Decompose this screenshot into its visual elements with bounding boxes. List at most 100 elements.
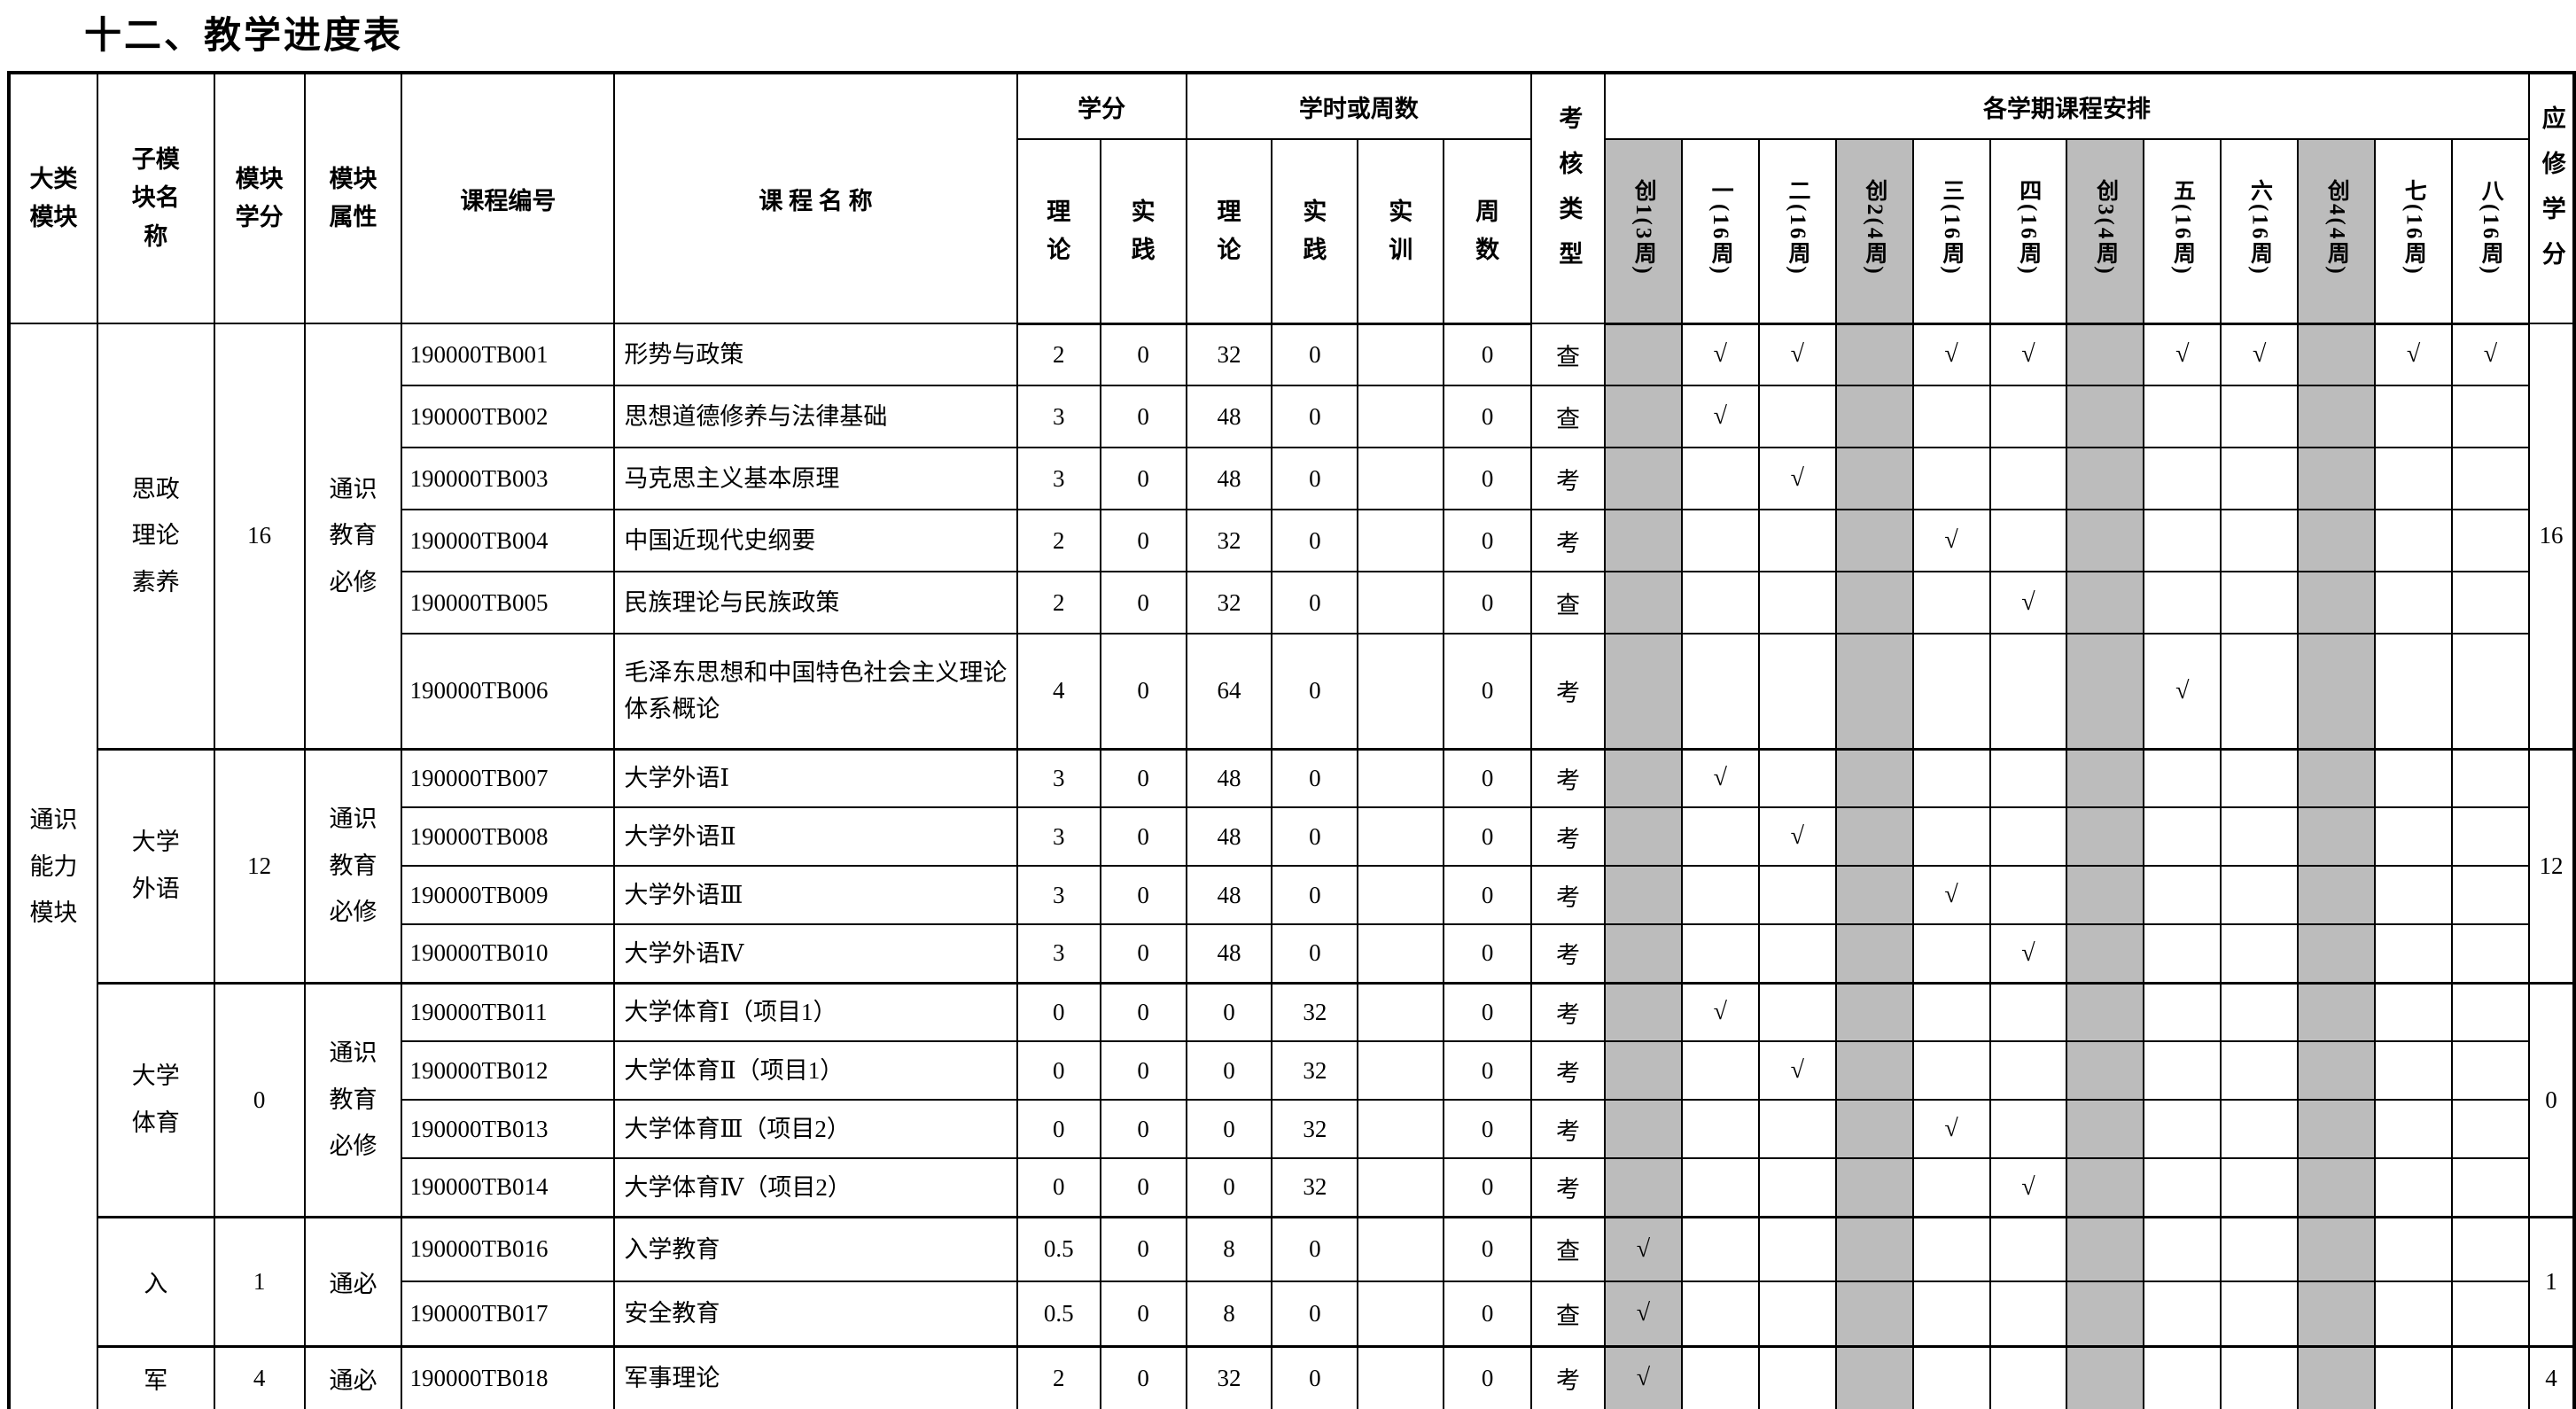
col-header-course-name: 课 程 名 称: [613, 72, 1018, 324]
semester-label: 创4(4周): [2324, 179, 2349, 277]
check-cell: [1834, 633, 1914, 750]
page-title: 十二、教学进度表: [84, 14, 404, 56]
course-id-cell: 190000TB003: [401, 447, 616, 510]
weeks-cell: 0: [1443, 865, 1533, 925]
check-cell: [2143, 1099, 2222, 1159]
course-name-cell: 马克思主义基本原理: [613, 447, 1018, 510]
check-cell: [2143, 447, 2222, 510]
table-row: 190000TB017 安全教育 0.5 0 8 0 0 查 √: [9, 1281, 2574, 1347]
check-cell: [2450, 1281, 2530, 1347]
check-cell: √: [1757, 323, 1837, 386]
weeks-cell: 0: [1443, 571, 1533, 634]
hour-practice-cell: 0: [1271, 923, 1359, 984]
check-cell: [2374, 633, 2453, 750]
check-cell: √: [1988, 1157, 2068, 1218]
table-row: 军 4 通必 190000TB018 军事理论 2 0 32 0 0 考 √: [9, 1344, 2576, 1409]
hour-theory-cell: 48: [1185, 923, 1273, 984]
hour-training-cell: [1357, 1157, 1445, 1218]
credit-theory-cell: 3: [1016, 747, 1101, 808]
check-cell: [1834, 323, 1914, 386]
semester-label: 八(16周): [2479, 179, 2503, 277]
hour-theory-cell: 8: [1185, 1215, 1273, 1282]
check-cell: [2066, 1157, 2145, 1218]
course-name-cell: 大学体育Ⅰ（项目1）: [613, 981, 1018, 1042]
hour-practice-cell: 0: [1271, 447, 1359, 510]
check-cell: [2143, 865, 2222, 925]
credit-practice-cell: 0: [1099, 865, 1187, 925]
check-cell: [2220, 1157, 2300, 1218]
hour-theory-cell: 8: [1185, 1281, 1273, 1347]
check-cell: [1604, 1099, 1683, 1159]
check-cell: [2220, 633, 2300, 750]
credit-practice-cell: 0: [1099, 1099, 1187, 1159]
weeks-cell: 0: [1443, 1215, 1533, 1282]
course-name-cell: 大学体育Ⅳ（项目2）: [613, 1157, 1018, 1218]
semester-label: 四(16周): [2016, 179, 2041, 277]
check-cell: [1988, 509, 2068, 572]
check-cell: √: [1757, 806, 1837, 867]
teaching-schedule-table: 大类 模块 子模 块名 称 模块 学分 模块 属性 课程编号 课 程 名 称 学…: [7, 71, 2576, 1409]
credit-practice-cell: 0: [1099, 633, 1187, 750]
check-cell: [1604, 923, 1683, 984]
check-cell: √: [1604, 1344, 1683, 1409]
group-name-cell: 思政 理论 素养: [96, 323, 215, 750]
credit-practice-cell: 0: [1099, 1344, 1187, 1409]
course-id-cell: 190000TB005: [401, 571, 616, 634]
check-cell: [1604, 806, 1683, 867]
course-name-cell: 大学外语Ⅰ: [613, 747, 1018, 808]
col-header-credit-theory: 理 论: [1016, 138, 1101, 325]
hour-training-cell: [1357, 1344, 1445, 1409]
credit-theory-cell: 0: [1016, 1040, 1101, 1101]
check-cell: [1834, 747, 1914, 808]
weeks-cell: 0: [1443, 923, 1533, 984]
weeks-cell: 0: [1443, 509, 1533, 572]
check-cell: [1911, 981, 1991, 1042]
check-cell: [1834, 1281, 1914, 1347]
credit-theory-cell: 2: [1016, 509, 1101, 572]
weeks-cell: 0: [1443, 981, 1533, 1042]
hour-training-cell: [1357, 385, 1445, 448]
check-cell: [1834, 806, 1914, 867]
hour-training-cell: [1357, 509, 1445, 572]
course-id-cell: 190000TB002: [401, 385, 616, 448]
col-header-semester-2: 二(16周): [1757, 138, 1837, 325]
hour-practice-cell: 32: [1271, 1157, 1359, 1218]
col-header-semester-8: 八(16周): [2450, 138, 2530, 325]
check-cell: [1834, 1157, 1914, 1218]
check-cell: [2220, 447, 2300, 510]
check-cell: [1988, 806, 2068, 867]
check-cell: [2143, 1344, 2222, 1409]
col-header-required-credits: 应修学分: [2527, 72, 2576, 324]
course-id-cell: 190000TB014: [401, 1157, 616, 1218]
check-cell: [2066, 1281, 2145, 1347]
check-cell: [2143, 509, 2222, 572]
weeks-cell: 0: [1443, 1344, 1533, 1409]
group-attr-cell: 通识 教育 必修: [303, 323, 403, 750]
credit-practice-cell: 0: [1099, 1157, 1187, 1218]
check-cell: [2450, 385, 2530, 448]
check-cell: [1988, 447, 2068, 510]
hour-training-cell: [1357, 323, 1445, 386]
check-cell: [1988, 1099, 2068, 1159]
credit-theory-cell: 4: [1016, 633, 1101, 750]
hour-practice-cell: 0: [1271, 747, 1359, 808]
check-cell: [2374, 865, 2453, 925]
check-cell: [1911, 923, 1991, 984]
table-row: 190000TB014 大学体育Ⅳ（项目2） 0 0 0 32 0 考 √: [9, 1157, 2574, 1218]
check-cell: [1604, 1040, 1683, 1101]
check-cell: [2297, 865, 2377, 925]
check-cell: √: [1911, 1099, 1991, 1159]
course-id-cell: 190000TB007: [401, 747, 616, 808]
course-name-cell: 毛泽东思想和中国特色社会主义理论体系概论: [613, 633, 1018, 750]
assessment-cell: 考: [1530, 1344, 1606, 1409]
check-cell: [1757, 1281, 1837, 1347]
course-name-cell: 形势与政策: [613, 323, 1018, 386]
header-row-groups: 大类 模块 子模 块名 称 模块 学分 模块 属性 课程编号 课 程 名 称 学…: [8, 72, 2576, 324]
hour-theory-cell: 0: [1185, 1099, 1273, 1159]
assessment-cell: 考: [1530, 633, 1606, 750]
check-cell: [2143, 747, 2222, 808]
col-header-module-credits: 模块 学分: [213, 72, 306, 324]
group-name-cell: 入: [96, 1215, 215, 1347]
check-cell: [1834, 1040, 1914, 1101]
